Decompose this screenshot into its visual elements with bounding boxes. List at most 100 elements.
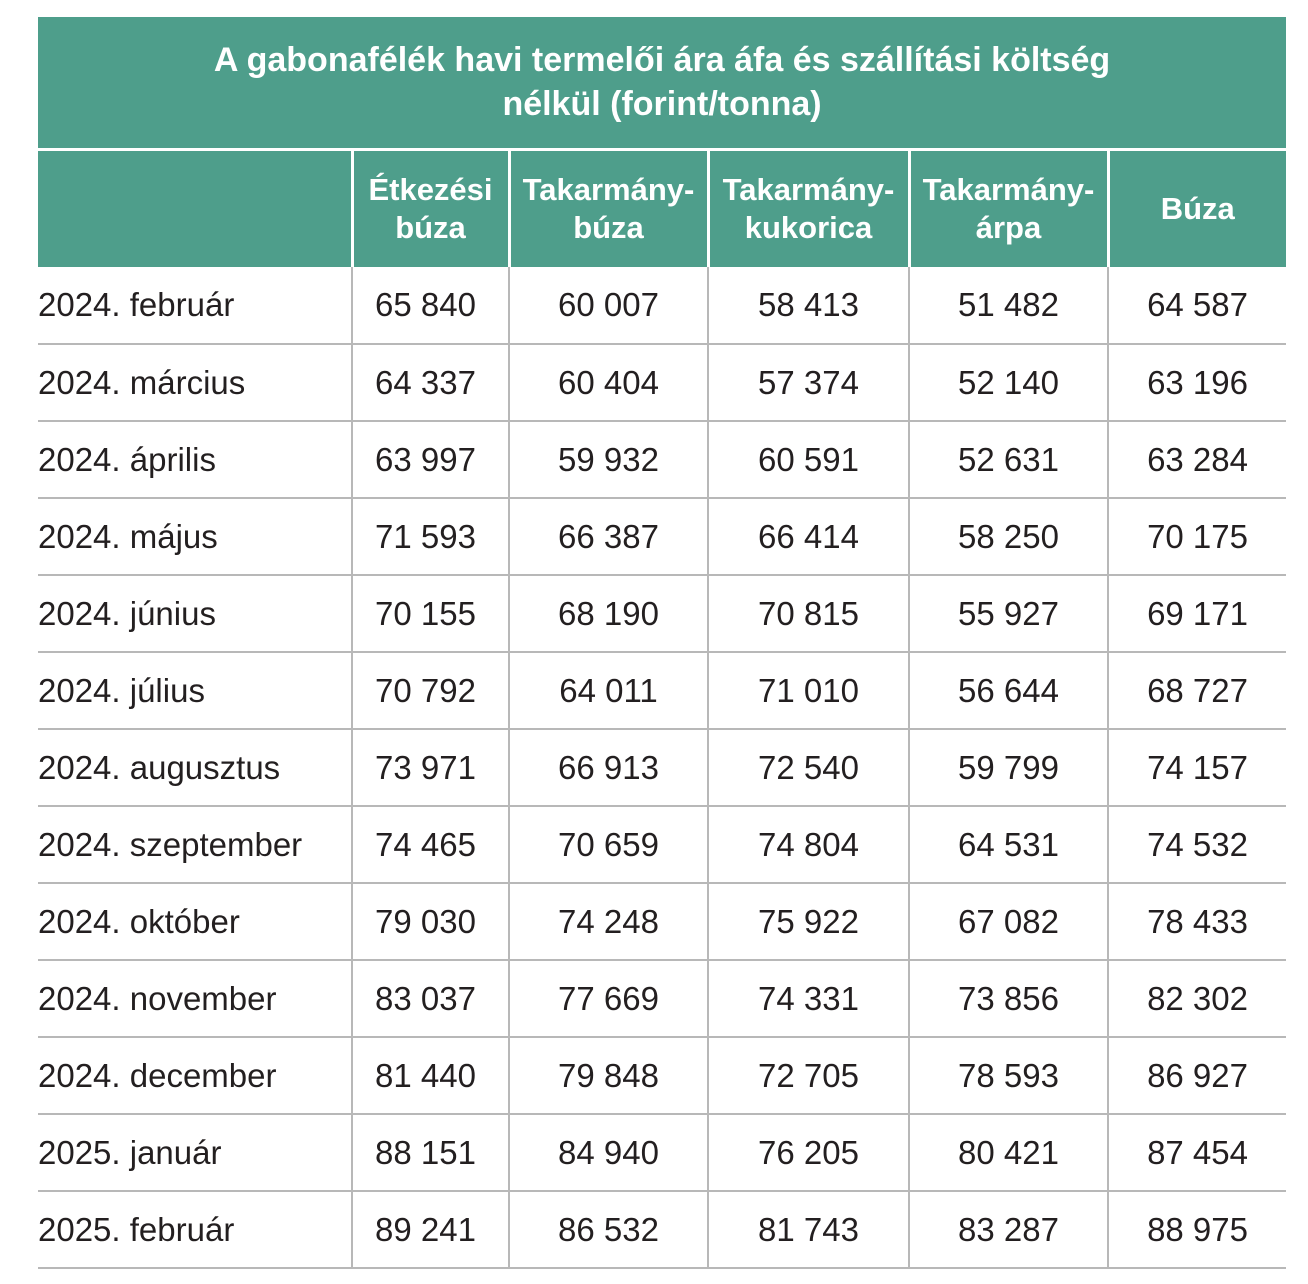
etkezesi-buza-cell: 71 593	[351, 498, 509, 576]
takarmanykukorica-cell: 72 540	[707, 729, 909, 807]
takarmanyarpa-cell: 59 799	[908, 729, 1108, 807]
takarmanybuza-cell: 70 659	[508, 806, 708, 884]
table-row: 2024. szeptember 74 465 70 659 74 804 64 531…	[38, 806, 1287, 884]
takarmanyarpa-cell: 83 287	[908, 1191, 1108, 1269]
buza-cell: 78 433	[1106, 883, 1287, 961]
buza-cell: 87 454	[1106, 1114, 1287, 1192]
period-cell: 2024. május	[38, 498, 352, 576]
takarmanyarpa-cell: 80 421	[908, 1114, 1108, 1192]
takarmanyarpa-cell: 58 250	[908, 498, 1108, 576]
period-cell: 2024. október	[38, 883, 352, 961]
period-cell: 2024. március	[38, 344, 352, 422]
table-row: 2024. május 71 593 66 387 66 414 58 250 70 17…	[38, 498, 1287, 576]
takarmanybuza-cell: 59 932	[508, 421, 708, 499]
column-header-takarmanybuza: Takarmány-búza	[507, 149, 708, 267]
takarmanyarpa-cell: 55 927	[908, 575, 1108, 653]
period-cell: 2024. április	[38, 421, 352, 499]
buza-cell: 63 284	[1106, 421, 1287, 499]
takarmanykukorica-cell: 58 413	[707, 267, 909, 345]
period-cell: 2024. június	[38, 575, 352, 653]
table-row: 2024. augusztus 73 971 66 913 72 540 59 799 7…	[38, 729, 1287, 807]
period-cell: 2024. augusztus	[38, 729, 352, 807]
buza-cell: 64 587	[1106, 267, 1287, 345]
buza-cell: 86 927	[1106, 1037, 1287, 1115]
period-cell: 2025. február	[38, 1191, 352, 1269]
etkezesi-buza-cell: 65 840	[351, 267, 509, 345]
buza-cell: 70 175	[1106, 498, 1287, 576]
table-title: A gabonafélék havi termelői ára áfa és s…	[38, 17, 1287, 151]
grain-price-table: A gabonafélék havi termelői ára áfa és s…	[38, 17, 1287, 1269]
buza-cell: 63 196	[1106, 344, 1287, 422]
buza-cell: 74 532	[1106, 806, 1287, 884]
takarmanykukorica-cell: 71 010	[707, 652, 909, 730]
period-cell: 2025. január	[38, 1114, 352, 1192]
takarmanykukorica-cell: 72 705	[707, 1037, 909, 1115]
takarmanykukorica-cell: 75 922	[707, 883, 909, 961]
period-cell: 2024. február	[38, 267, 352, 345]
takarmanyarpa-cell: 56 644	[908, 652, 1108, 730]
takarmanyarpa-cell: 67 082	[908, 883, 1108, 961]
buza-cell: 69 171	[1106, 575, 1287, 653]
takarmanybuza-cell: 60 007	[508, 267, 708, 345]
takarmanykukorica-cell: 74 331	[707, 960, 909, 1038]
takarmanykukorica-cell: 81 743	[707, 1191, 909, 1269]
table-row: 2024. október 79 030 74 248 75 922 67 082 78 …	[38, 883, 1287, 961]
takarmanybuza-cell: 66 387	[508, 498, 708, 576]
takarmanykukorica-cell: 76 205	[707, 1114, 909, 1192]
etkezesi-buza-cell: 79 030	[351, 883, 509, 961]
takarmanyarpa-cell: 78 593	[908, 1037, 1108, 1115]
takarmanykukorica-cell: 57 374	[707, 344, 909, 422]
column-header-takarmanykukorica: Takarmány-kukorica	[706, 149, 909, 267]
table-row: 2024. június 70 155 68 190 70 815 55 927 69 1…	[38, 575, 1287, 653]
etkezesi-buza-cell: 63 997	[351, 421, 509, 499]
table-row: 2025. január 88 151 84 940 76 205 80 421 87 4…	[38, 1114, 1287, 1192]
buza-cell: 74 157	[1106, 729, 1287, 807]
price-table-container: A gabonafélék havi termelői ára áfa és s…	[38, 17, 1287, 1269]
table-row: 2024. július 70 792 64 011 71 010 56 644 68 7…	[38, 652, 1287, 730]
buza-cell: 68 727	[1106, 652, 1287, 730]
table-body: 2024. február 65 840 60 007 58 413 51 482 64 …	[38, 267, 1287, 1269]
table-row: 2025. február 89 241 86 532 81 743 83 287 88 …	[38, 1191, 1287, 1269]
column-header-takarmanyarpa: Takarmány-árpa	[907, 149, 1108, 267]
column-header-etkezesi-buza: Étkezési búza	[350, 149, 509, 267]
table-row: 2024. március 64 337 60 404 57 374 52 140 63 …	[38, 344, 1287, 422]
takarmanyarpa-cell: 64 531	[908, 806, 1108, 884]
period-cell: 2024. július	[38, 652, 352, 730]
takarmanyarpa-cell: 52 140	[908, 344, 1108, 422]
takarmanybuza-cell: 60 404	[508, 344, 708, 422]
table-row: 2024. február 65 840 60 007 58 413 51 482 64 …	[38, 267, 1287, 345]
buza-cell: 82 302	[1106, 960, 1287, 1038]
column-header-row: Étkezési búza Takarmány-búza Takarmány-ku…	[38, 149, 1287, 267]
takarmanykukorica-cell: 74 804	[707, 806, 909, 884]
etkezesi-buza-cell: 73 971	[351, 729, 509, 807]
takarmanybuza-cell: 79 848	[508, 1037, 708, 1115]
buza-cell: 88 975	[1106, 1191, 1287, 1269]
period-cell: 2024. november	[38, 960, 352, 1038]
etkezesi-buza-cell: 81 440	[351, 1037, 509, 1115]
column-header-buza: Búza	[1106, 149, 1287, 267]
table-row: 2024. április 63 997 59 932 60 591 52 631 63 …	[38, 421, 1287, 499]
table-title-line-1: A gabonafélék havi termelői ára áfa és s…	[213, 41, 1111, 80]
takarmanyarpa-cell: 73 856	[908, 960, 1108, 1038]
table-row: 2024. november 83 037 77 669 74 331 73 856 82…	[38, 960, 1287, 1038]
period-cell: 2024. december	[38, 1037, 352, 1115]
takarmanybuza-cell: 66 913	[508, 729, 708, 807]
table-row: 2024. december 81 440 79 848 72 705 78 593 86…	[38, 1037, 1287, 1115]
etkezesi-buza-cell: 89 241	[351, 1191, 509, 1269]
takarmanyarpa-cell: 52 631	[908, 421, 1108, 499]
takarmanykukorica-cell: 66 414	[707, 498, 909, 576]
etkezesi-buza-cell: 74 465	[351, 806, 509, 884]
takarmanybuza-cell: 74 248	[508, 883, 708, 961]
takarmanykukorica-cell: 70 815	[707, 575, 909, 653]
takarmanybuza-cell: 86 532	[508, 1191, 708, 1269]
period-cell: 2024. szeptember	[38, 806, 352, 884]
etkezesi-buza-cell: 70 792	[351, 652, 509, 730]
etkezesi-buza-cell: 88 151	[351, 1114, 509, 1192]
takarmanybuza-cell: 64 011	[508, 652, 708, 730]
etkezesi-buza-cell: 83 037	[351, 960, 509, 1038]
takarmanyarpa-cell: 51 482	[908, 267, 1108, 345]
takarmanybuza-cell: 77 669	[508, 960, 708, 1038]
takarmanybuza-cell: 68 190	[508, 575, 708, 653]
takarmanybuza-cell: 84 940	[508, 1114, 708, 1192]
table-title-line-2: nélkül (forint/tonna)	[502, 85, 822, 124]
